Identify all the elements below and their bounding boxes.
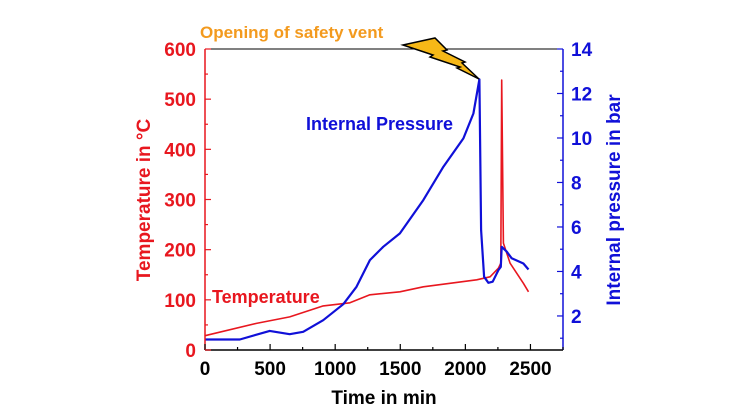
x-tick-label: 1000 (314, 359, 356, 380)
y-left-tick-label: 200 (164, 241, 196, 262)
y-right-tick-label: 8 (571, 173, 582, 194)
y-right-tick-label: 2 (571, 307, 582, 328)
x-tick-label: 0 (200, 359, 211, 380)
y-right-tick-label: 4 (571, 262, 582, 283)
y-right-tick-label: 14 (571, 40, 593, 61)
y-left-tick-label: 500 (164, 90, 196, 111)
series-label-temperature: Temperature (212, 287, 320, 307)
annotation-text: Opening of safety vent (200, 23, 384, 42)
x-tick-label: 2500 (509, 359, 551, 380)
y-right-tick-label: 6 (571, 218, 582, 239)
y-left-tick-label: 400 (164, 140, 196, 161)
x-tick-label: 1500 (379, 359, 421, 380)
y-axis-left-label: Temperature in °C (134, 119, 155, 282)
x-tick-label: 2000 (444, 359, 486, 380)
y-left-tick-label: 0 (185, 341, 196, 362)
y-right-tick-label: 12 (571, 84, 592, 105)
y-right-tick-label: 10 (571, 129, 592, 150)
pressure-line (205, 78, 530, 341)
lightning-bolt-icon (400, 37, 480, 80)
x-tick-label: 500 (254, 359, 286, 380)
y-axis-right-label: Internal pressure in bar (604, 94, 625, 306)
x-axis-label: Time in min (331, 388, 436, 409)
series-label-pressure: Internal Pressure (306, 114, 453, 134)
y-left-tick-label: 600 (164, 40, 196, 61)
y-left-tick-label: 300 (164, 191, 196, 212)
y-left-tick-label: 100 (164, 291, 196, 312)
